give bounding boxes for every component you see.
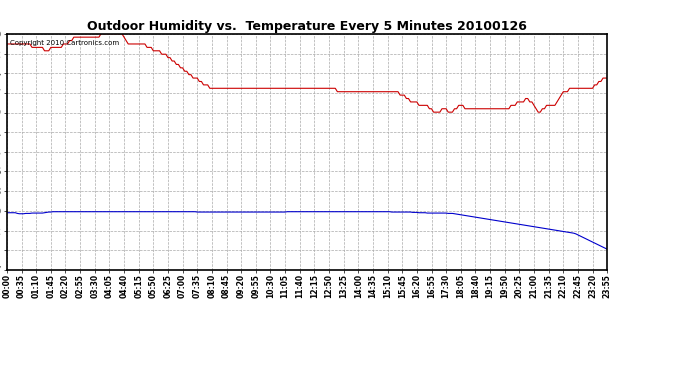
Text: Copyright 2010 Cartronics.com: Copyright 2010 Cartronics.com (10, 40, 119, 46)
Title: Outdoor Humidity vs.  Temperature Every 5 Minutes 20100126: Outdoor Humidity vs. Temperature Every 5… (87, 20, 527, 33)
